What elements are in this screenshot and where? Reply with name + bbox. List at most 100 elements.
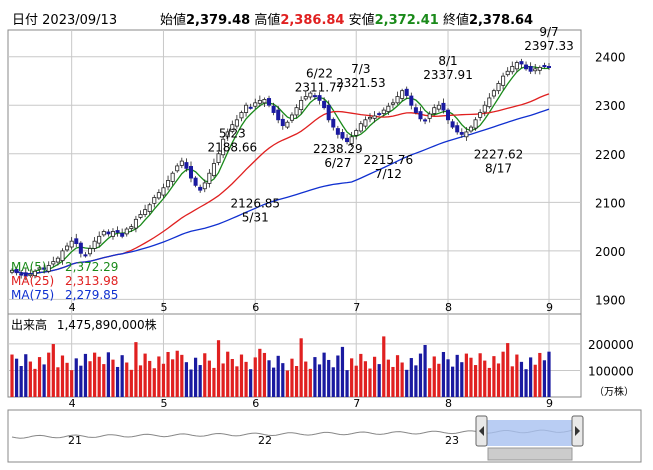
candle-body	[78, 242, 83, 254]
candle-body	[202, 182, 207, 190]
candle-body	[386, 105, 391, 112]
volume-bar	[501, 351, 505, 397]
candle-body	[46, 265, 51, 272]
candle-body	[390, 102, 395, 105]
volume-bar	[405, 369, 409, 397]
annotation-label: 9/7	[539, 25, 558, 39]
candle-body	[367, 116, 373, 120]
volume-bar	[143, 353, 147, 397]
volume-bar	[60, 355, 65, 397]
volume-bar	[203, 353, 207, 397]
volume-bar	[336, 355, 340, 397]
candle-body	[441, 102, 446, 111]
candle-body	[459, 132, 464, 135]
candle-body	[92, 240, 97, 249]
candle-body	[299, 99, 304, 111]
price-axis: 1900 2000 2100 2200 2300 2400	[595, 51, 626, 308]
candlesticks	[9, 58, 552, 281]
candle-body	[198, 186, 203, 191]
volume-bar	[308, 368, 312, 397]
candle-body	[436, 104, 441, 110]
annotation-label: 7/3	[351, 62, 370, 76]
ohlc-readout: 始値2,379.48 高値2,386.84 安値2,372.41 終値2,378…	[160, 9, 533, 28]
volume-bar	[198, 365, 202, 397]
annotation-label: 2321.53	[336, 76, 386, 90]
volume-bar	[111, 359, 115, 397]
volume-bars	[10, 336, 551, 397]
overview-scrollbar[interactable]	[487, 447, 573, 461]
volume-bar	[230, 358, 234, 397]
candle-body	[253, 102, 258, 107]
annotation-label: 2397.33	[524, 39, 574, 53]
volume-bar	[235, 366, 239, 397]
candle-body	[496, 83, 501, 92]
candle-body	[326, 104, 331, 121]
volume-bar	[161, 363, 166, 397]
annotation-label: 6/22	[306, 67, 333, 81]
candle-body	[55, 257, 60, 263]
candle-body	[225, 131, 230, 138]
month-tick-label: 9	[546, 301, 553, 314]
volume-bar	[189, 369, 193, 397]
volume-bar	[33, 368, 37, 397]
month-tick-label: 4	[69, 301, 76, 314]
low-value: 2,372.41	[374, 13, 439, 28]
candle-body	[133, 218, 138, 229]
volume-bar	[377, 364, 381, 397]
candle-body	[400, 90, 405, 99]
volume-bar	[212, 367, 216, 397]
volume-bar	[93, 352, 97, 397]
overview-left-handle-arrow-icon[interactable]	[479, 426, 484, 436]
candle-body	[60, 250, 65, 261]
candle-body	[83, 254, 88, 257]
volume-bar	[354, 365, 358, 397]
candle-body	[358, 123, 363, 132]
date-readout: 日付 2023/09/13	[12, 9, 117, 28]
volume-bar	[363, 361, 368, 397]
volume-bar	[547, 351, 551, 397]
price-tick-label: 1900	[595, 293, 626, 307]
candle-body	[308, 92, 313, 98]
price-tick-label: 2400	[595, 51, 626, 65]
volume-bar	[368, 368, 372, 397]
price-tick-label: 2200	[595, 148, 626, 162]
annotation-label: 2188.66	[207, 140, 257, 154]
candle-body	[478, 112, 483, 118]
volume-bar	[239, 354, 244, 397]
volume-bar	[460, 362, 464, 397]
candle-body	[152, 197, 157, 204]
high-value: 2,386.84	[280, 13, 345, 28]
month-tick-label: 5	[160, 301, 167, 314]
annotation-label: 2227.62	[474, 147, 524, 161]
volume-bar	[441, 351, 446, 397]
volume-bar	[386, 359, 390, 397]
volume-bar	[483, 360, 487, 397]
overview-right-handle-arrow-icon[interactable]	[575, 426, 580, 436]
ma5-label: MA(5)	[11, 260, 47, 274]
volume-bar	[414, 365, 418, 397]
candle-body	[51, 261, 56, 265]
annotation-label: 2126.85	[230, 196, 280, 210]
open-label: 始値	[160, 13, 187, 28]
candle-body	[404, 88, 409, 96]
volume-value: 1,475,890,000株	[56, 318, 157, 332]
annotation-label: 5/31	[242, 210, 269, 224]
overview-chart: 21 22 23	[11, 415, 584, 461]
candle-body	[188, 166, 194, 179]
candle-body	[537, 66, 542, 71]
candle-body	[303, 96, 308, 100]
volume-bar	[152, 368, 156, 397]
month-tick-label: 5	[160, 397, 167, 410]
volume-bar	[47, 352, 51, 397]
volume-bar	[74, 358, 78, 397]
volume-bar	[331, 367, 335, 397]
annotation-label: 2238.29	[313, 142, 363, 156]
candle-body	[97, 235, 102, 244]
annotation-label: 5/23	[219, 126, 246, 140]
volume-bar	[166, 351, 170, 397]
candle-body	[106, 231, 111, 235]
candle-body	[487, 97, 492, 108]
volume-bar	[88, 361, 92, 397]
